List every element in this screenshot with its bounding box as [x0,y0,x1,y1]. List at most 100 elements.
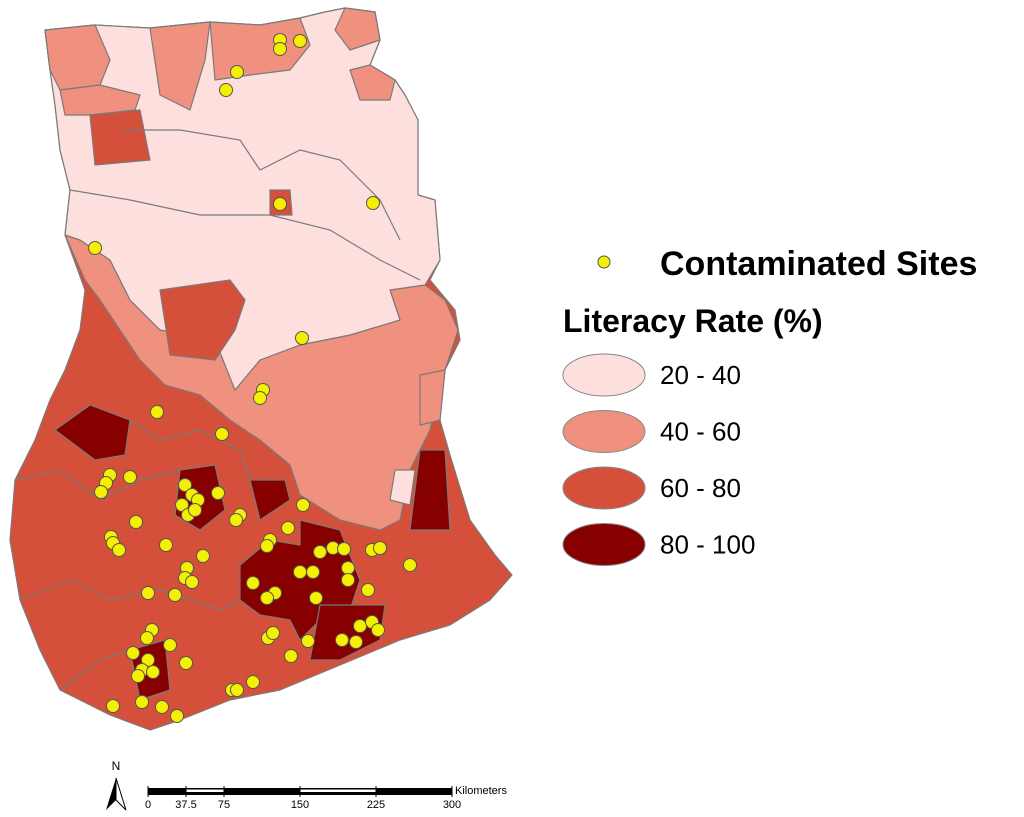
region [44,7,441,391]
site-marker [293,34,307,48]
scale-tick-label: 225 [367,799,385,811]
site-marker [309,591,323,605]
site-marker [141,586,155,600]
site-marker [178,478,192,492]
north-label: N [112,759,121,773]
site-marker [163,638,177,652]
site-marker [253,391,267,405]
site-marker [230,65,244,79]
scale-segment [300,789,376,792]
scale-segment [186,789,224,792]
legend-swatch [562,466,646,510]
site-marker [135,695,149,709]
legend-point-symbol [597,255,611,269]
site-marker [229,513,243,527]
boundary [69,189,421,281]
legend-class-label: 80 - 100 [660,530,755,560]
site-marker [295,331,309,345]
scale-bar: Kilometers 0 37.5 75 150 225 300 [145,785,508,811]
north-arrow: N [106,759,127,811]
scale-tick-label: 150 [291,799,309,811]
site-marker [112,543,126,557]
region [209,17,311,81]
legend-class-label: 20 - 40 [660,360,741,390]
site-marker [341,561,355,575]
region [334,7,381,51]
ghana-map [9,7,513,731]
site-marker [88,241,102,255]
site-marker [296,498,310,512]
site-marker [353,619,367,633]
site-marker [373,541,387,555]
boundary [14,469,181,501]
scale-tick-label: 0 [145,799,151,811]
site-marker [335,633,349,647]
site-marker [94,485,108,499]
region [89,109,151,166]
scale-tick-label: 300 [443,799,461,811]
site-marker [260,539,274,553]
region [159,279,246,361]
site-marker [403,558,417,572]
site-marker [361,583,375,597]
site-marker [306,565,320,579]
north-arrow-left [106,778,116,810]
site-marker [131,669,145,683]
site-marker [266,626,280,640]
site-marker [284,649,298,663]
site-marker [140,631,154,645]
site-marker [179,656,193,670]
boundary [59,649,131,691]
contaminated-sites [88,33,417,723]
boundary [129,419,251,481]
site-marker [215,427,229,441]
site-marker [246,675,260,689]
legend-point-label: Contaminated Sites [660,245,977,283]
region [349,64,396,101]
region [149,21,211,111]
legend-class-label: 40 - 60 [660,417,741,447]
site-marker [159,538,173,552]
scale-tick-label: 37.5 [175,799,196,811]
site-marker [106,699,120,713]
site-marker [188,503,202,517]
site-marker [150,405,164,419]
site-marker [196,549,210,563]
site-marker [341,573,355,587]
legend-swatch [562,410,646,453]
site-marker [230,683,244,697]
site-marker [260,591,274,605]
scale-tick-label: 75 [218,799,230,811]
site-marker [219,83,233,97]
site-marker [337,542,351,556]
site-marker [168,588,182,602]
site-marker [129,515,143,529]
region [409,449,451,531]
site-marker [349,635,363,649]
site-marker [371,623,385,637]
site-marker [185,575,199,589]
legend: Contaminated Sites Literacy Rate (%) 20 … [562,245,977,566]
site-marker [246,576,260,590]
north-arrow-right [115,777,127,811]
site-marker [293,565,307,579]
legend-swatch [562,523,646,566]
site-marker [170,709,184,723]
site-marker [273,42,287,56]
site-marker [211,486,225,500]
region [419,369,446,426]
legend-class-label: 60 - 80 [660,473,741,503]
site-marker [126,646,140,660]
site-marker [155,700,169,714]
site-marker [281,521,295,535]
region [54,404,131,461]
site-marker [301,634,315,648]
legend-title: Literacy Rate (%) [563,303,823,339]
site-marker [313,545,327,559]
site-marker [123,470,137,484]
legend-swatch [562,353,646,397]
region [249,479,291,521]
site-marker [146,665,160,679]
site-marker [273,197,287,211]
